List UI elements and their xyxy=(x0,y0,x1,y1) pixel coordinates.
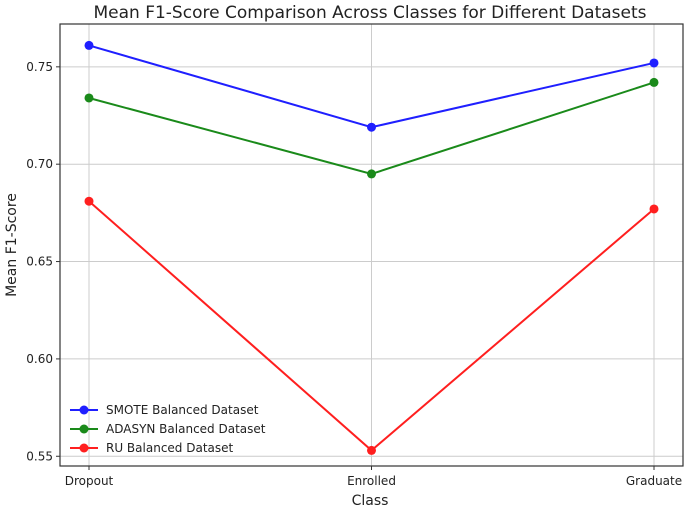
data-point xyxy=(84,196,94,206)
legend-marker xyxy=(79,424,89,434)
legend: SMOTE Balanced Dataset ADASYN Balanced Da… xyxy=(70,403,266,455)
legend-item: RU Balanced Dataset xyxy=(70,441,234,455)
series-3 xyxy=(84,196,659,455)
legend-marker xyxy=(79,443,89,453)
legend-label: RU Balanced Dataset xyxy=(106,441,234,455)
y-axis-label: Mean F1-Score xyxy=(4,193,20,297)
data-point xyxy=(649,58,659,68)
x-axis-label: Class xyxy=(352,493,389,508)
data-point xyxy=(367,445,376,455)
data-point xyxy=(649,77,659,87)
y-tick-label: 0.55 xyxy=(26,449,53,463)
series-2 xyxy=(84,77,659,179)
y-tick-label: 0.75 xyxy=(26,60,53,74)
series-1 xyxy=(84,40,659,132)
legend-marker xyxy=(79,405,89,415)
x-tick-label: Enrolled xyxy=(347,474,396,488)
x-tick-label: Dropout xyxy=(65,474,114,488)
grid xyxy=(60,24,683,466)
x-axis-ticks: Dropout Enrolled Graduate xyxy=(65,466,682,488)
data-point xyxy=(84,93,94,103)
x-tick-label: Graduate xyxy=(626,474,682,488)
data-point xyxy=(649,204,659,214)
legend-label: SMOTE Balanced Dataset xyxy=(106,403,259,417)
y-axis-ticks: 0.55 0.60 0.65 0.70 0.75 xyxy=(26,60,60,463)
chart-title: Mean F1-Score Comparison Across Classes … xyxy=(93,3,646,23)
legend-label: ADASYN Balanced Dataset xyxy=(106,422,266,436)
legend-item: ADASYN Balanced Dataset xyxy=(70,422,266,436)
y-tick-label: 0.65 xyxy=(26,255,53,269)
y-tick-label: 0.60 xyxy=(26,352,53,366)
data-point xyxy=(367,122,376,132)
y-tick-label: 0.70 xyxy=(26,157,53,171)
legend-item: SMOTE Balanced Dataset xyxy=(70,403,259,417)
data-point xyxy=(367,169,376,179)
data-point xyxy=(84,40,94,50)
series-layer xyxy=(84,40,659,455)
